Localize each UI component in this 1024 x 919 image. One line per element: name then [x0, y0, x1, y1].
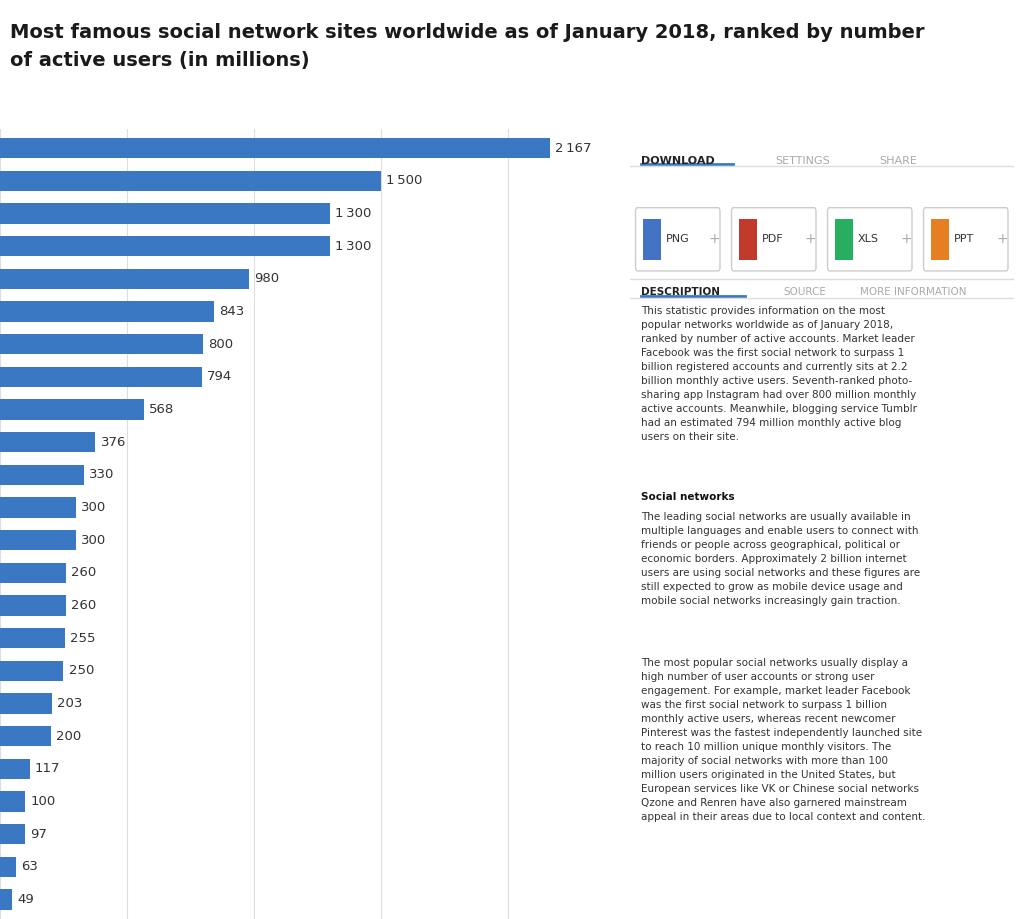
Text: 117: 117: [35, 762, 60, 776]
Text: 100: 100: [31, 795, 55, 808]
Text: 794: 794: [207, 370, 231, 383]
Text: DOWNLOAD: DOWNLOAD: [641, 156, 715, 166]
Bar: [0, 791, 26, 811]
Text: 260: 260: [71, 599, 96, 612]
Bar: [0, 400, 144, 420]
Bar: [0, 562, 66, 583]
Bar: [0, 596, 66, 616]
FancyBboxPatch shape: [739, 219, 757, 260]
Text: +: +: [900, 233, 912, 246]
Text: Social networks: Social networks: [641, 493, 735, 502]
Text: 255: 255: [70, 631, 95, 644]
Text: 203: 203: [56, 697, 82, 710]
Bar: [0, 301, 214, 322]
Text: 63: 63: [22, 860, 38, 873]
Bar: [0, 661, 63, 681]
Text: 1 500: 1 500: [386, 175, 422, 187]
Text: of active users (in millions): of active users (in millions): [10, 51, 310, 70]
Bar: [0, 367, 202, 387]
Text: 300: 300: [81, 534, 106, 547]
Text: 200: 200: [56, 730, 81, 743]
Bar: [0, 628, 65, 648]
Bar: [0, 693, 51, 713]
Bar: [0, 857, 16, 877]
FancyBboxPatch shape: [924, 208, 1008, 271]
Bar: [0, 171, 381, 191]
Text: 568: 568: [150, 403, 174, 416]
Bar: [0, 432, 95, 452]
Text: MORE INFORMATION: MORE INFORMATION: [860, 287, 967, 297]
Text: 330: 330: [89, 469, 115, 482]
Text: +: +: [709, 233, 720, 246]
Bar: [0, 530, 76, 550]
Text: 260: 260: [71, 566, 96, 579]
Text: 97: 97: [30, 828, 46, 841]
Text: The leading social networks are usually available in
multiple languages and enab: The leading social networks are usually …: [641, 512, 921, 606]
Text: SOURCE: SOURCE: [783, 287, 826, 297]
FancyBboxPatch shape: [835, 219, 853, 260]
FancyBboxPatch shape: [931, 219, 949, 260]
Text: XLS: XLS: [857, 234, 879, 244]
FancyBboxPatch shape: [643, 219, 660, 260]
Bar: [0, 726, 51, 746]
Text: 980: 980: [254, 272, 279, 286]
Bar: [0, 890, 12, 910]
Bar: [0, 236, 330, 256]
FancyBboxPatch shape: [636, 208, 720, 271]
Text: 2 167: 2 167: [555, 142, 592, 154]
Text: 376: 376: [100, 436, 126, 448]
Bar: [0, 335, 203, 355]
Text: 800: 800: [208, 337, 233, 351]
FancyBboxPatch shape: [827, 208, 912, 271]
Bar: [0, 497, 76, 517]
Bar: [0, 824, 25, 845]
Bar: [0, 268, 249, 289]
Text: 250: 250: [69, 664, 94, 677]
Bar: [0, 138, 550, 158]
FancyBboxPatch shape: [731, 208, 816, 271]
Text: +: +: [996, 233, 1008, 246]
Text: PNG: PNG: [666, 234, 689, 244]
Bar: [0, 465, 84, 485]
Bar: [0, 203, 330, 223]
Text: 1 300: 1 300: [335, 240, 372, 253]
Text: SETTINGS: SETTINGS: [776, 156, 830, 166]
Text: The most popular social networks usually display a
high number of user accounts : The most popular social networks usually…: [641, 658, 926, 823]
Text: DESCRIPTION: DESCRIPTION: [641, 287, 720, 297]
Bar: [0, 759, 30, 779]
Text: 49: 49: [17, 893, 34, 906]
Text: Most famous social network sites worldwide as of January 2018, ranked by number: Most famous social network sites worldwi…: [10, 23, 925, 42]
Text: +: +: [805, 233, 816, 246]
Text: PDF: PDF: [762, 234, 783, 244]
Text: SHARE: SHARE: [880, 156, 918, 166]
Text: PPT: PPT: [953, 234, 974, 244]
Text: 843: 843: [219, 305, 245, 318]
Text: This statistic provides information on the most
popular networks worldwide as of: This statistic provides information on t…: [641, 306, 918, 442]
Text: 1 300: 1 300: [335, 207, 372, 220]
Text: 300: 300: [81, 501, 106, 514]
